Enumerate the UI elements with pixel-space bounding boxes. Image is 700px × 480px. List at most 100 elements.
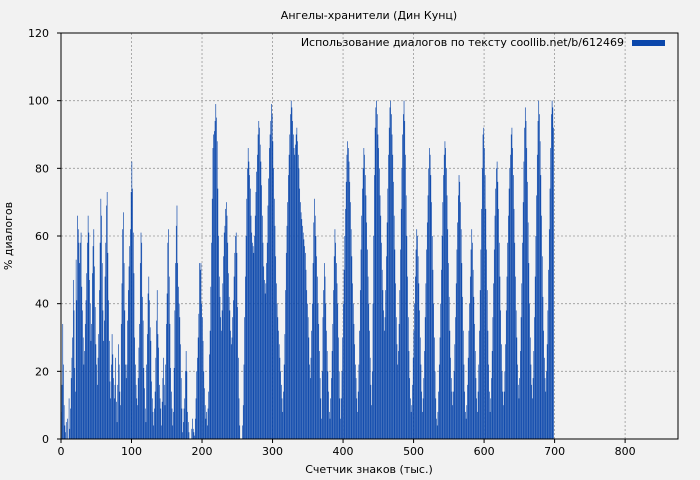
bar <box>493 249 495 439</box>
bar <box>393 181 394 439</box>
bar <box>297 141 298 439</box>
bar <box>248 161 250 439</box>
bar <box>92 273 93 439</box>
bar <box>109 381 111 439</box>
bar <box>147 334 148 439</box>
bar <box>345 208 346 439</box>
bar <box>438 364 440 439</box>
bar <box>271 114 273 439</box>
bar <box>450 357 451 439</box>
bar <box>183 408 185 439</box>
bar <box>90 340 92 439</box>
bar <box>501 344 502 439</box>
bar <box>154 391 156 439</box>
bar <box>332 323 334 439</box>
bar <box>156 290 158 439</box>
bar <box>127 320 128 439</box>
bar <box>228 296 230 439</box>
bar <box>117 384 119 439</box>
bar <box>279 357 281 439</box>
bar <box>493 283 494 439</box>
bar <box>341 371 343 439</box>
bar <box>68 398 70 439</box>
bar <box>120 323 122 439</box>
bar <box>170 367 171 439</box>
bar <box>237 307 238 439</box>
y-tick-label: 80 <box>35 162 49 175</box>
bar <box>411 405 413 439</box>
bar <box>154 408 155 439</box>
bar <box>385 290 387 439</box>
bar <box>168 229 169 439</box>
x-tick-label: 500 <box>403 445 424 458</box>
bar <box>391 134 393 439</box>
bar <box>423 378 425 439</box>
bar <box>467 357 469 439</box>
bar <box>67 418 69 439</box>
bar <box>447 229 449 439</box>
bar <box>387 188 389 439</box>
bar <box>323 290 324 439</box>
bar <box>333 256 335 439</box>
bar <box>103 340 104 439</box>
bar <box>123 263 125 439</box>
bar <box>218 236 219 439</box>
bar <box>130 229 131 439</box>
bar <box>254 236 255 439</box>
bar <box>474 351 476 439</box>
bar <box>383 310 384 439</box>
bar <box>163 357 164 439</box>
bar <box>136 398 138 439</box>
bar <box>504 371 506 439</box>
bar <box>374 175 375 439</box>
bar <box>379 168 380 439</box>
bars <box>61 100 554 440</box>
bar <box>431 236 433 439</box>
bar <box>280 371 281 439</box>
y-ticks: 0 20 40 60 80 100 120 <box>28 27 61 446</box>
bar <box>266 263 267 439</box>
bar <box>511 127 513 439</box>
bar <box>452 405 454 439</box>
bar <box>441 269 442 439</box>
bar <box>209 330 211 439</box>
bar <box>544 378 546 439</box>
bar <box>301 219 303 439</box>
bar <box>541 215 542 439</box>
bar <box>542 296 544 439</box>
bar <box>308 337 310 439</box>
bar <box>139 323 140 439</box>
bar <box>321 418 322 439</box>
bar <box>258 120 260 439</box>
bar <box>355 378 357 439</box>
bar <box>477 411 478 439</box>
bar <box>485 208 487 439</box>
x-tick-label: 400 <box>333 445 354 458</box>
bar <box>448 263 449 439</box>
bar <box>242 405 244 439</box>
bar <box>297 154 299 440</box>
bar <box>432 269 434 439</box>
bar <box>472 269 474 439</box>
bar <box>474 323 475 439</box>
bar <box>161 401 163 439</box>
bar <box>524 107 526 440</box>
bar <box>78 242 80 439</box>
bar <box>132 188 133 439</box>
bar <box>174 310 176 439</box>
bar <box>463 364 465 439</box>
bar <box>310 357 312 439</box>
bar <box>285 290 286 439</box>
bar <box>523 161 525 439</box>
bar <box>446 195 448 439</box>
bar <box>300 212 302 439</box>
bar <box>110 398 112 439</box>
bar <box>164 405 166 439</box>
bar <box>266 242 268 439</box>
bar <box>89 279 90 439</box>
bar <box>178 286 179 439</box>
bar <box>242 425 243 439</box>
bar <box>112 354 114 439</box>
bar <box>403 100 405 440</box>
bar <box>342 337 344 439</box>
